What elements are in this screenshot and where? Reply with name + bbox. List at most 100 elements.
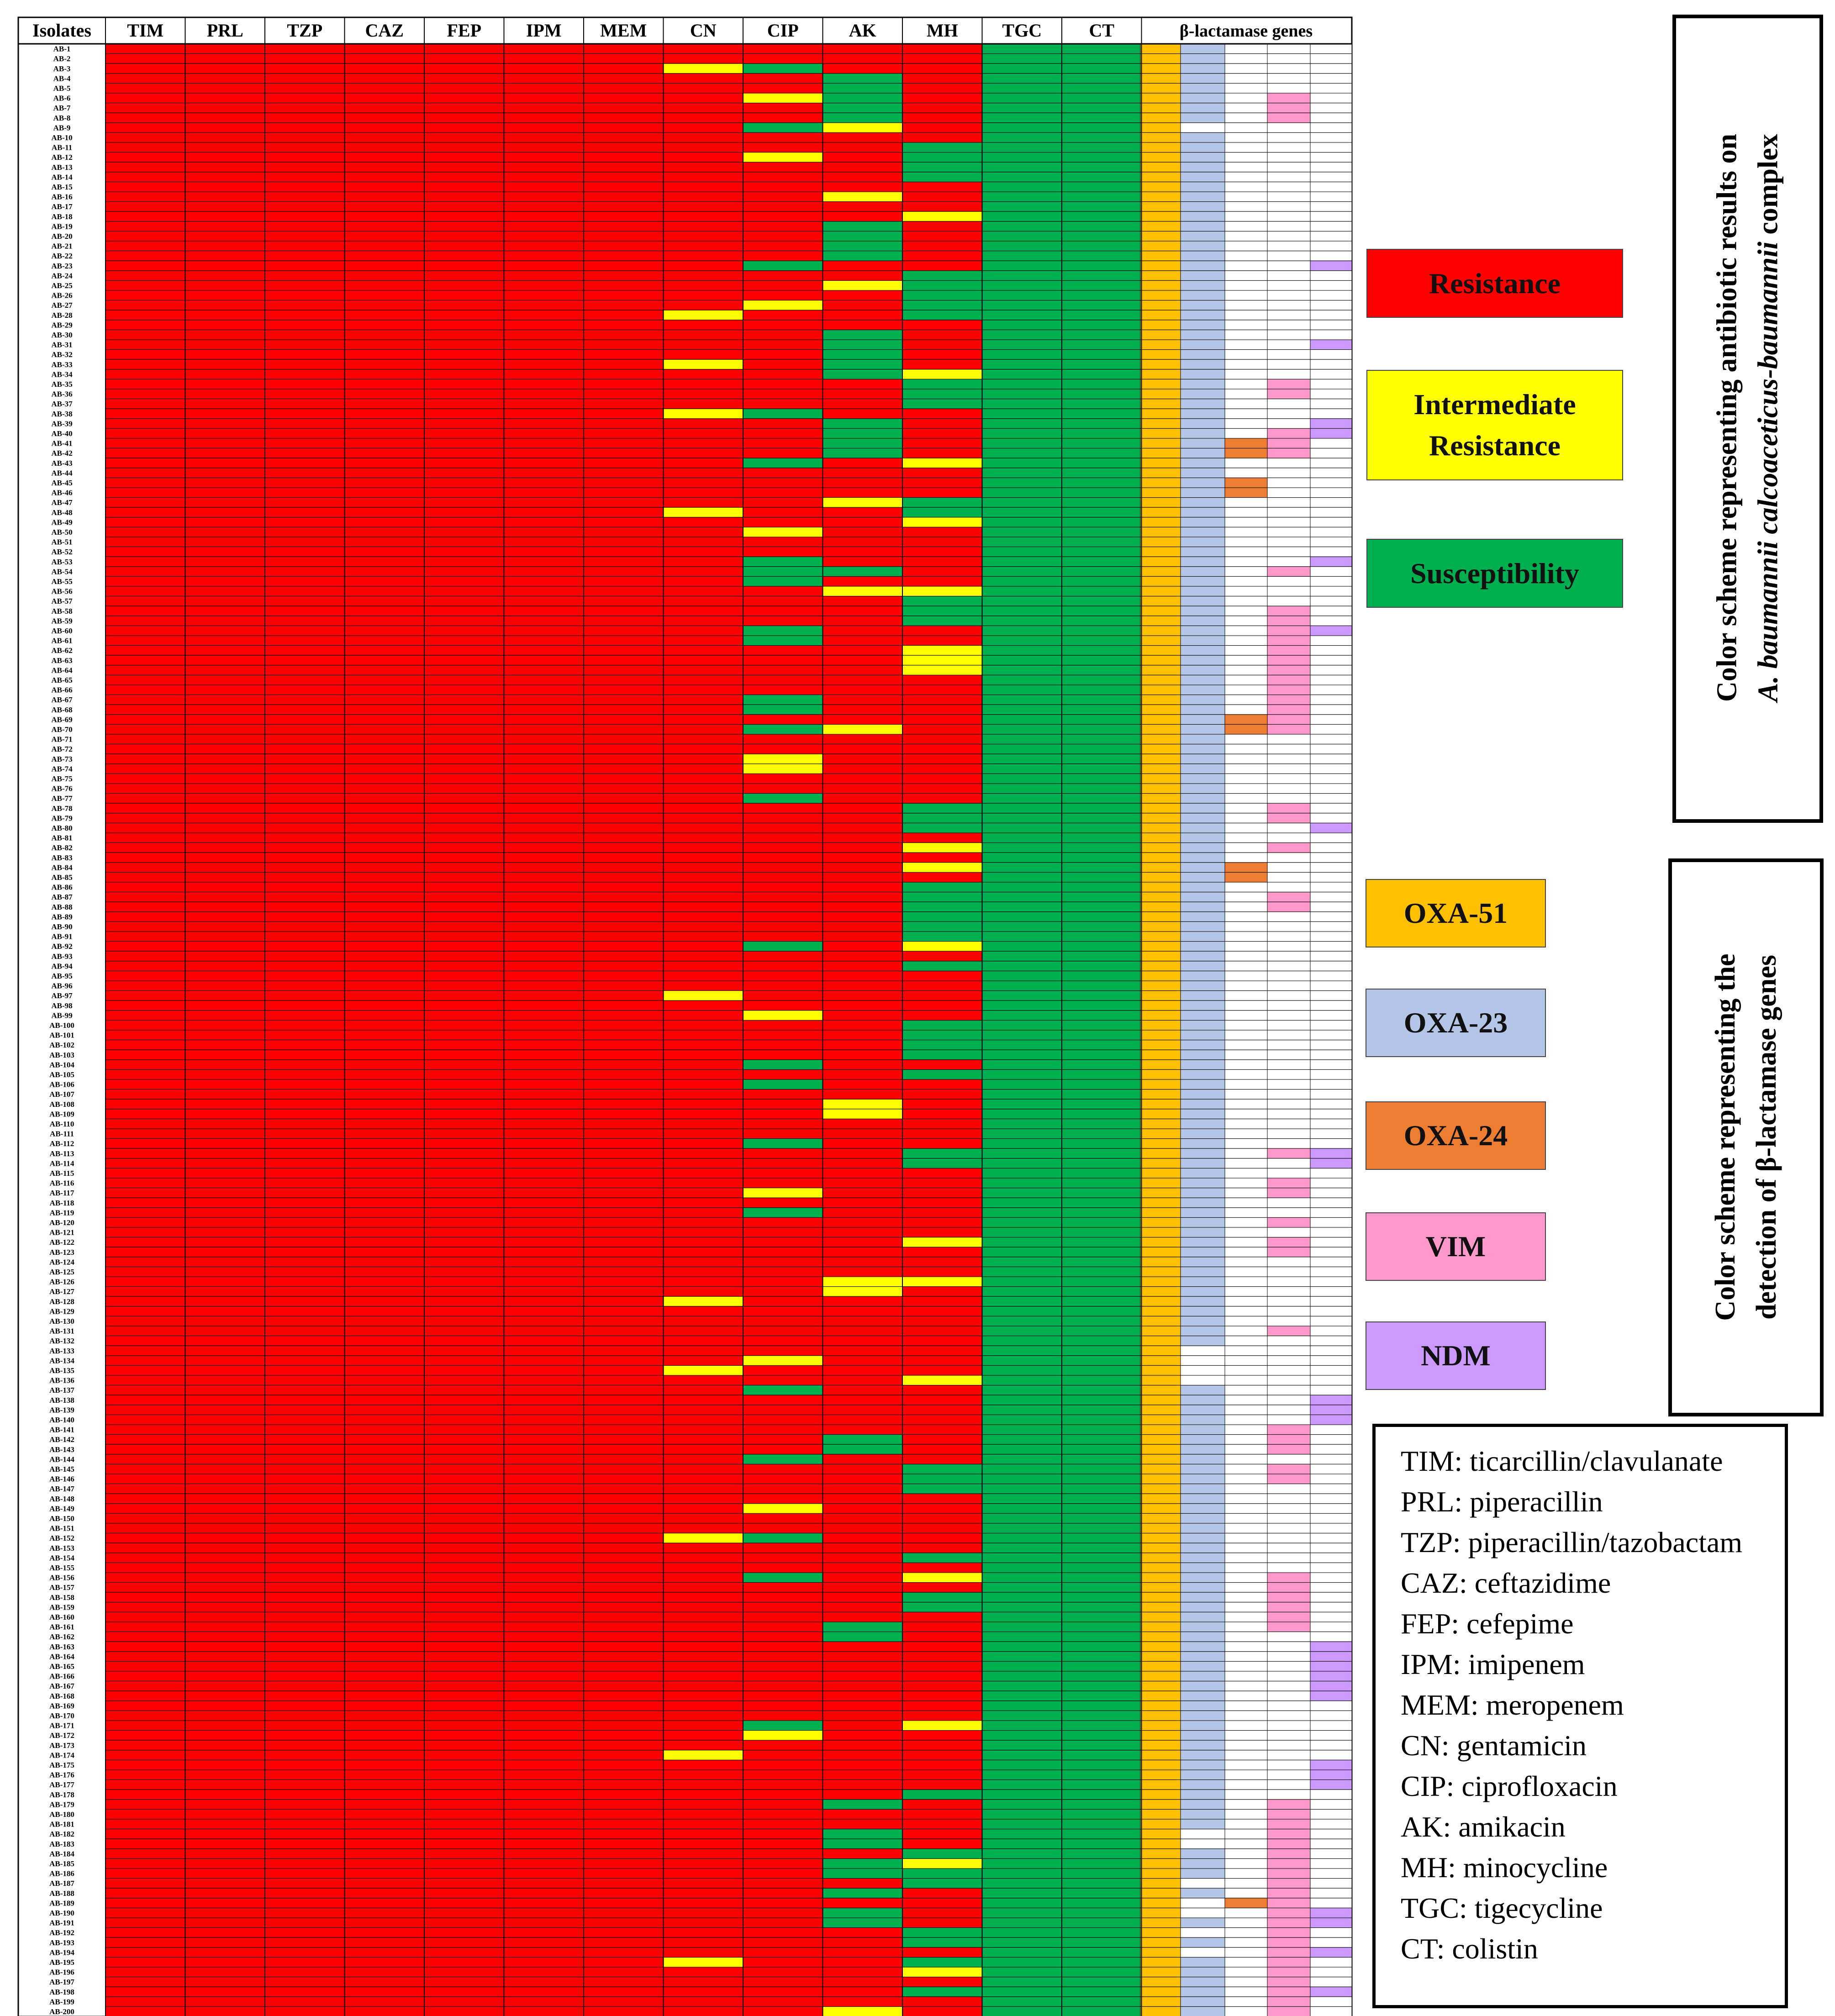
ast-cell-tim [105,1799,185,1810]
gene-cell-vim [1267,1829,1311,1839]
ast-cell-cn [663,1513,743,1524]
ast-cell-tim [105,497,185,508]
ast-cell-caz [344,1671,425,1682]
ast-cell-ct [1061,1217,1142,1228]
ast-cell-tim [105,1148,185,1159]
ast-cell-fep [424,665,504,675]
ast-cell-mem [583,1759,664,1770]
ast-cell-mh [902,1602,982,1612]
ast-cell-cip [743,1582,823,1593]
ast-cell-ipm [504,911,584,922]
gene-cell-oxa-51 [1140,773,1181,784]
gene-cell-oxa-24 [1224,1582,1268,1593]
ast-cell-mem [583,1848,664,1859]
ast-cell-fep [424,724,504,735]
ast-cell-ct [1061,1582,1142,1593]
ast-cell-prl [185,359,265,370]
ast-cell-ipm [504,1020,584,1031]
ast-cell-cn [663,783,743,794]
gene-cell-oxa-24 [1224,1424,1268,1435]
ast-cell-ipm [504,1227,584,1238]
ast-cell-fep [424,1769,504,1780]
ast-cell-cip [743,773,823,784]
ast-cell-caz [344,1829,425,1839]
ast-cell-tim [105,724,185,735]
abbr-mem: MEM: meropenem [1401,1689,1624,1721]
ast-cell-mh [902,1434,982,1445]
ast-cell-caz [344,1484,425,1494]
gene-cell-ndm [1310,1513,1352,1524]
isolate-label: AB-67 [51,695,73,704]
ast-cell-prl [185,645,265,656]
ast-cell-ct [1061,497,1142,508]
ast-cell-caz [344,1917,425,1928]
gene-cell-oxa-23 [1180,773,1225,784]
gene-cell-oxa-23 [1180,665,1225,675]
ast-cell-mh [902,1632,982,1642]
gene-cell-vim [1267,517,1311,527]
ast-cell-cip [743,980,823,991]
ast-cell-ipm [504,645,584,656]
ast-cell-tgc [982,1858,1062,1869]
ast-cell-ak [823,1316,903,1326]
ast-cell-fep [424,645,504,656]
ast-cell-mem [583,714,664,725]
gene-cell-ndm [1310,1523,1352,1534]
ast-cell-ct [1061,241,1142,252]
gene-cell-ndm [1310,931,1352,942]
ast-cell-cip [743,487,823,498]
ast-cell-ct [1061,1010,1142,1021]
gene-cell-oxa-51 [1140,892,1181,902]
ast-cell-mh [902,1907,982,1918]
gene-cell-oxa-24 [1224,1099,1268,1110]
ast-cell-fep [424,1345,504,1356]
ast-cell-mh [902,1799,982,1810]
gene-title-line-2: detection of β-lactamase genes [1751,955,1782,1320]
ast-cell-tim [105,1306,185,1316]
ast-cell-mh [902,1237,982,1247]
ast-cell-prl [185,1957,265,1968]
gene-cell-vim [1267,418,1311,429]
gene-cell-vim [1267,1572,1311,1583]
ast-cell-prl [185,43,265,54]
ast-cell-ak [823,1414,903,1425]
gene-cell-vim [1267,1247,1311,1258]
ast-cell-mh [902,1750,982,1760]
legend-oxa24: OXA-24 [1366,1101,1546,1170]
ast-cell-ct [1061,1326,1142,1337]
ast-cell-mem [583,1326,664,1337]
ast-cell-tzp [264,2006,345,2016]
ast-cell-cip [743,684,823,695]
ast-cell-prl [185,320,265,330]
ast-cell-tzp [264,547,345,557]
ast-cell-mem [583,695,664,705]
ast-cell-cn [663,763,743,774]
ast-cell-tim [105,517,185,527]
gene-cell-oxa-23 [1180,980,1225,991]
ast-cell-ipm [504,53,584,64]
ast-cell-ct [1061,773,1142,784]
ast-cell-tgc [982,310,1062,321]
ast-cell-mem [583,1375,664,1386]
ast-cell-cip [743,53,823,64]
gene-cell-oxa-24 [1224,241,1268,252]
gene-cell-oxa-24 [1224,1158,1268,1169]
ast-cell-ct [1061,1385,1142,1395]
isolate-label: AB-146 [49,1475,74,1484]
ast-cell-mem [583,793,664,804]
ast-cell-caz [344,1819,425,1830]
ast-cell-cip [743,1089,823,1100]
ast-cell-cn [663,822,743,833]
ast-cell-cn [663,349,743,360]
ast-cell-ak [823,211,903,222]
ast-cell-mem [583,1700,664,1711]
ast-cell-fep [424,290,504,301]
ast-cell-ct [1061,980,1142,991]
ast-cell-tzp [264,576,345,587]
ast-cell-tzp [264,507,345,518]
ast-cell-mh [902,793,982,804]
ast-cell-cip [743,803,823,814]
ast-cell-fep [424,1779,504,1790]
gene-cell-oxa-51 [1140,665,1181,675]
ast-cell-ct [1061,1937,1142,1948]
